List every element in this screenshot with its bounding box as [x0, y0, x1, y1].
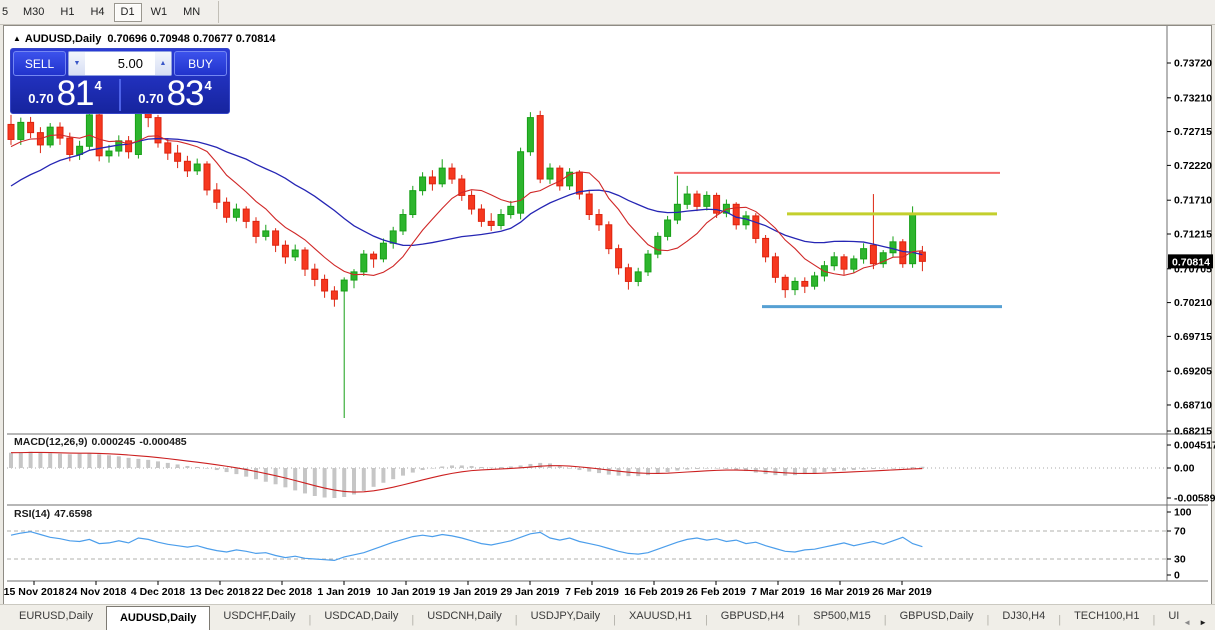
timeframe-button-m30[interactable]: M30 [16, 3, 51, 22]
chart-tab-usdcad-daily[interactable]: USDCAD,Daily [324, 610, 399, 622]
timeframe-toolbar: 5 M30 H1 H4 D1 W1 MN [0, 0, 1215, 25]
tab-separator: | [411, 614, 415, 626]
timeframe-button-w1[interactable]: W1 [144, 3, 175, 22]
macd-signal: -0.000485 [139, 436, 187, 448]
chart-tabs-bar: EURUSD,Daily AUDUSD,Daily USDCHF,Daily | USD… [0, 604, 1215, 630]
timeframe-button-mn[interactable]: MN [176, 3, 207, 22]
chart-tab-usdcnh-daily[interactable]: USDCNH,Daily [427, 610, 502, 622]
tab-separator: | [1152, 614, 1156, 626]
chart-tab-gbpusd-daily[interactable]: GBPUSD,Daily [899, 610, 974, 622]
rsi-value: 47.6598 [54, 508, 93, 520]
tab-scroll-right-icon[interactable]: ► [1199, 618, 1207, 627]
chart-tab-audusd-daily[interactable]: AUDUSD,Daily [105, 606, 211, 630]
chart-tab-usdchf-daily[interactable]: USDCHF,Daily [223, 610, 296, 622]
tab-scroll-controls: ◄ ► [1179, 618, 1215, 630]
chart-tab-sp500-m15[interactable]: SP500,M15 [813, 610, 871, 622]
bid-ask-prices: 0.70 81 4 0.70 83 4 [11, 77, 229, 113]
buy-price-prefix: 0.70 [138, 91, 164, 106]
tab-separator: | [883, 614, 887, 626]
chart-tabs: EURUSD,Daily AUDUSD,Daily USDCHF,Daily | USD… [0, 606, 1179, 630]
sell-price-prefix: 0.70 [28, 91, 54, 106]
sell-price-pip: 4 [94, 78, 102, 93]
timeframe-button-h1[interactable]: H1 [53, 3, 81, 22]
one-click-trading-panel: SELL ▼ ▲ BUY 0.70 81 4 0.70 83 4 [10, 48, 230, 114]
chart-tab-usdjpy-daily[interactable]: USDJPY,Daily [530, 610, 601, 622]
chart-tab-ui[interactable]: UI [1168, 610, 1180, 622]
chart-tab-dj30-h4[interactable]: DJ30,H4 [1002, 610, 1046, 622]
timeframe-button-d1[interactable]: D1 [113, 2, 142, 22]
tab-separator: | [514, 614, 518, 626]
tab-separator: | [1058, 614, 1062, 626]
macd-name: MACD(12,26,9) [14, 436, 88, 448]
sell-price[interactable]: 0.70 81 4 [11, 77, 119, 113]
volume-increase-icon[interactable]: ▲ [155, 52, 171, 75]
toolbar-separator [218, 1, 220, 23]
chart-tab-xauusd-h1[interactable]: XAUUSD,H1 [628, 610, 692, 622]
volume-input[interactable] [85, 52, 155, 75]
tab-separator: | [986, 614, 990, 626]
rsi-name: RSI(14) [14, 508, 51, 520]
volume-control: ▼ ▲ [68, 51, 172, 76]
tab-separator: | [308, 614, 312, 626]
macd-main: 0.000245 [91, 436, 136, 448]
rsi-indicator-label: RSI(14) 47.6598 [14, 508, 96, 520]
buy-price-pip: 4 [204, 78, 212, 93]
macd-indicator-label: MACD(12,26,9) 0.000245 -0.000485 [14, 436, 191, 448]
chart-tab-tech100-h1[interactable]: TECH100,H1 [1074, 610, 1140, 622]
timeframe-button-h4[interactable]: H4 [83, 3, 111, 22]
chart-title-symbol: AUDUSD,Daily [24, 33, 102, 45]
collapse-triangle-icon[interactable]: ▲ [13, 34, 21, 43]
chart-title-ohlc: 0.70696 0.70948 0.70677 0.70814 [107, 33, 276, 45]
timeframe-button-5[interactable]: 5 [0, 3, 14, 22]
tab-scroll-left-icon[interactable]: ◄ [1183, 618, 1192, 627]
buy-price-big: 83 [166, 74, 205, 114]
buy-price[interactable]: 0.70 83 4 [121, 77, 229, 113]
chart-tab-eurusd-daily[interactable]: EURUSD,Daily [19, 610, 93, 622]
tab-separator: | [613, 614, 616, 626]
chart-title: ▲ AUDUSD,Daily 0.70696 0.70948 0.70677 0.7… [13, 33, 276, 45]
chart-window[interactable] [3, 25, 1212, 605]
chart-tab-gbpusd-h4[interactable]: GBPUSD,H4 [720, 610, 785, 622]
buy-button[interactable]: BUY [174, 51, 227, 76]
price-divider [119, 79, 121, 111]
tab-separator: | [704, 614, 708, 626]
tab-separator: | [797, 614, 801, 626]
volume-decrease-icon[interactable]: ▼ [69, 52, 85, 75]
sell-button[interactable]: SELL [13, 51, 66, 76]
sell-price-big: 81 [56, 74, 95, 114]
